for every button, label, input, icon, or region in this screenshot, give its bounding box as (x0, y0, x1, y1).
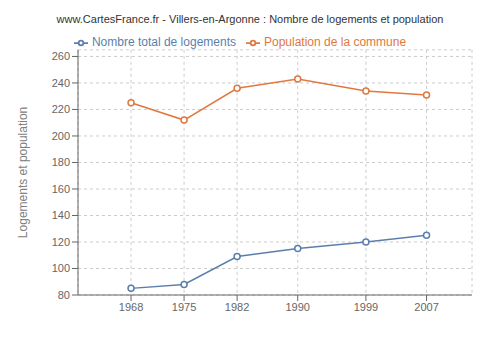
svg-text:1968: 1968 (119, 301, 143, 313)
svg-text:160: 160 (52, 183, 70, 195)
html-text:www.CartesFrance.fr - Villers-: www.CartesFrance.fr - Villers-en-Argonne… (56, 13, 444, 25)
svg-text:120: 120 (52, 236, 70, 248)
svg-text:1990: 1990 (285, 301, 309, 313)
svg-text:80: 80 (58, 289, 70, 301)
svg-text:200: 200 (52, 130, 70, 142)
svg-text:1982: 1982 (225, 301, 249, 313)
svg-text:220: 220 (52, 103, 70, 115)
html-text:Nombre total de logements: Nombre total de logements (91, 35, 236, 49)
svg-text:1999: 1999 (354, 301, 378, 313)
svg-text:240: 240 (52, 77, 70, 89)
svg-text:Logements et population: Logements et population (16, 107, 30, 238)
svg-text:1975: 1975 (172, 301, 196, 313)
html-text:Population de la commune: Population de la commune (264, 35, 407, 49)
svg-text:140: 140 (52, 209, 70, 221)
svg-text:180: 180 (52, 156, 70, 168)
svg-text:260: 260 (52, 50, 70, 62)
svg-text:100: 100 (52, 262, 70, 274)
svg-text:2007: 2007 (414, 301, 438, 313)
